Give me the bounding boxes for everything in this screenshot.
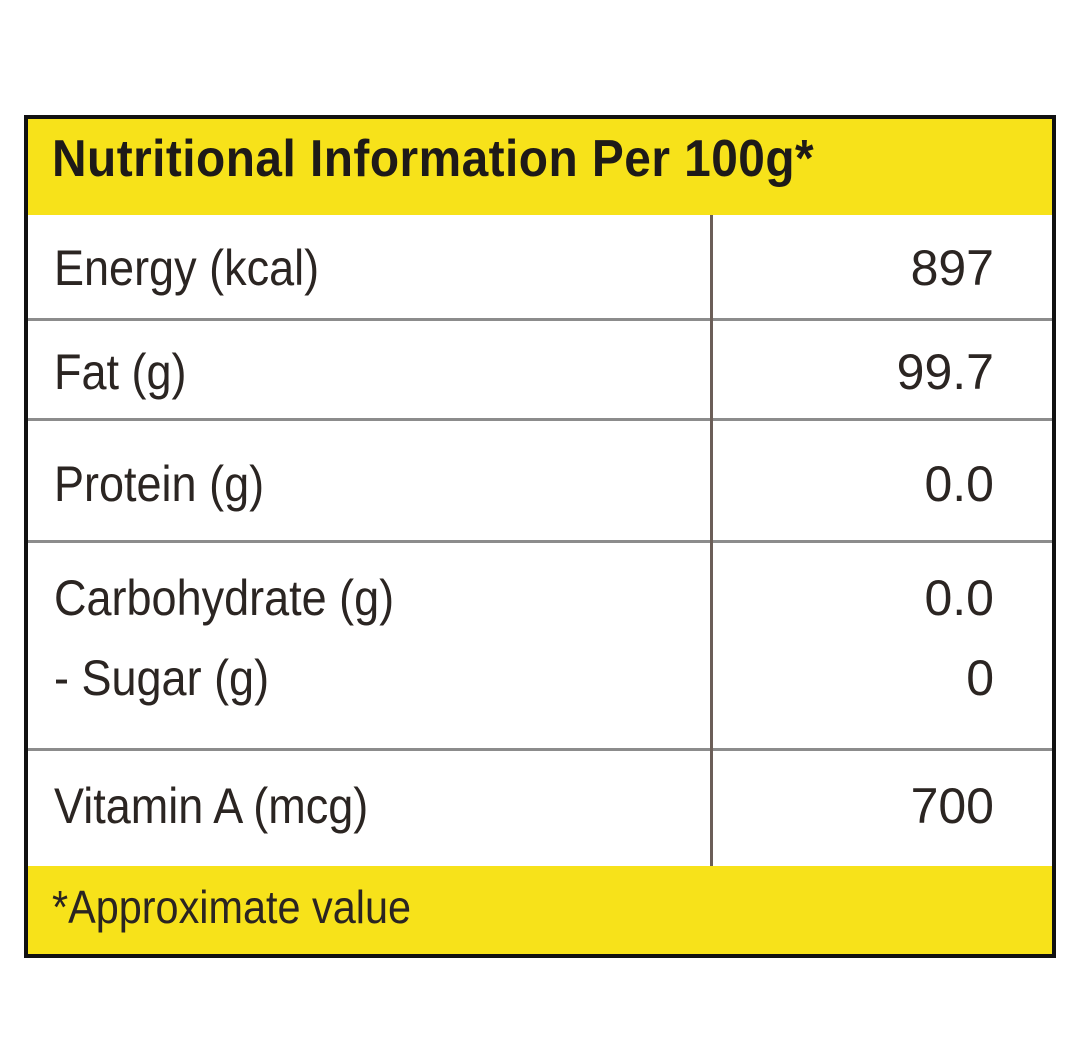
row-value: 0.0 bbox=[924, 570, 994, 626]
table-row-protein: Protein (g) 0.0 bbox=[28, 421, 1052, 543]
column-divider bbox=[710, 215, 713, 870]
row-sub-label: - Sugar (g) bbox=[54, 650, 270, 706]
row-value: 99.7 bbox=[896, 344, 994, 400]
nutrition-header: Nutritional Information Per 100g* bbox=[28, 119, 1052, 215]
row-label: Energy (kcal) bbox=[54, 240, 320, 296]
table-row-energy: Energy (kcal) 897 bbox=[28, 215, 1052, 321]
table-row-carbohydrate: Carbohydrate (g) 0.0 - Sugar (g) 0 bbox=[28, 543, 1052, 751]
row-label: Carbohydrate (g) bbox=[54, 570, 395, 626]
footnote: *Approximate value bbox=[52, 881, 412, 933]
row-label: Vitamin A (mcg) bbox=[54, 778, 369, 834]
row-value: 0.0 bbox=[924, 456, 994, 512]
table-row-vitamin-a: Vitamin A (mcg) 700 bbox=[28, 751, 1052, 870]
row-sub-value: 0 bbox=[966, 650, 994, 706]
table-row-fat: Fat (g) 99.7 bbox=[28, 321, 1052, 421]
row-value: 897 bbox=[910, 240, 994, 296]
row-value: 700 bbox=[910, 778, 994, 834]
nutrition-label: Nutritional Information Per 100g* Energy… bbox=[24, 115, 1056, 958]
row-label: Protein (g) bbox=[54, 456, 265, 512]
row-label: Fat (g) bbox=[54, 344, 187, 400]
nutrition-footer: *Approximate value bbox=[28, 866, 1052, 954]
nutrition-title: Nutritional Information Per 100g* bbox=[52, 130, 815, 188]
